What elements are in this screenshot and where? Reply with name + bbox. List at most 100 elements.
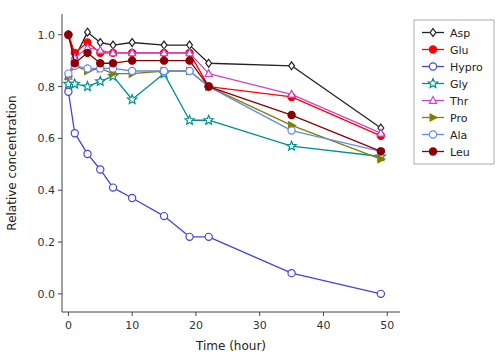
legend-item: Ala: [422, 129, 467, 142]
data-point: [377, 148, 384, 155]
x-tick: [387, 312, 388, 316]
data-point: [129, 49, 136, 56]
data-point: [71, 130, 78, 137]
legend-label: Leu: [450, 146, 470, 159]
y-tick-label: 0.2: [38, 236, 56, 249]
data-point: [288, 127, 295, 134]
x-axis-label: Time (hour): [195, 339, 266, 353]
data-point: [205, 70, 212, 77]
y-tick-label: 0.4: [38, 184, 56, 197]
data-point: [129, 39, 135, 47]
legend-item: Asp: [422, 27, 470, 40]
legend-label: Ala: [450, 129, 467, 142]
data-point: [109, 184, 116, 191]
legend-marker: [429, 131, 436, 138]
legend-marker: [429, 63, 436, 70]
y-tick: [58, 293, 62, 294]
legend-item: Hypro: [422, 61, 483, 74]
y-tick-label: 0.8: [38, 81, 56, 94]
data-point: [185, 115, 194, 124]
legend-item: Glu: [422, 44, 469, 57]
legend-box: [414, 20, 494, 164]
data-point: [288, 90, 295, 97]
data-point: [160, 49, 167, 56]
legend-marker: [430, 114, 437, 121]
series-line: [68, 32, 380, 128]
data-point: [97, 166, 104, 173]
data-point: [288, 270, 295, 277]
legend-label: Gly: [450, 78, 469, 91]
data-point: [186, 67, 193, 74]
x-tick: [68, 312, 69, 316]
x-tick: [195, 312, 196, 316]
data-point: [186, 57, 193, 64]
y-tick: [58, 190, 62, 191]
y-tick-label: 0.0: [38, 288, 56, 301]
legend-marker: [428, 79, 437, 88]
data-point: [129, 57, 136, 64]
data-point: [206, 83, 213, 90]
data-point: [205, 83, 212, 90]
series-line: [68, 92, 380, 294]
data-point: [129, 194, 136, 201]
data-point: [85, 28, 91, 36]
data-point: [287, 141, 296, 150]
y-tick: [58, 138, 62, 139]
legend-label: Pro: [450, 112, 468, 125]
data-point: [128, 95, 137, 104]
data-point: [289, 62, 295, 70]
legend-item: Gly: [422, 78, 469, 91]
series-line: [68, 74, 380, 157]
legend-marker: [429, 148, 436, 155]
series-line: [68, 66, 380, 152]
data-point: [65, 88, 72, 95]
data-point: [109, 49, 116, 56]
data-point: [187, 67, 194, 74]
data-point: [65, 31, 72, 38]
series-line: [68, 35, 380, 152]
data-point: [109, 60, 116, 67]
data-point: [65, 70, 72, 77]
data-point: [204, 115, 213, 124]
y-tick-label: 1.0: [38, 29, 56, 42]
legend: Asp Glu Hypro Gly Thr Pro Ala Leu: [414, 20, 494, 164]
data-point: [84, 65, 91, 72]
data-point: [160, 57, 167, 64]
data-point: [109, 49, 116, 56]
x-tick-label: 10: [125, 319, 139, 332]
data-point: [97, 46, 104, 53]
y-tick: [58, 242, 62, 243]
data-point: [288, 111, 295, 118]
data-point: [377, 290, 384, 297]
x-tick-label: 20: [189, 319, 203, 332]
plot-area: [64, 28, 386, 297]
series-line: [68, 35, 380, 136]
legend-item: Thr: [422, 95, 469, 108]
legend-label: Asp: [450, 27, 470, 40]
legend-label: Hypro: [450, 61, 483, 74]
data-point: [186, 233, 193, 240]
data-point: [70, 79, 79, 88]
x-axis-line: [62, 312, 400, 313]
legend-item: Leu: [422, 146, 470, 159]
data-point: [377, 148, 384, 155]
chart: 010203040500.00.20.40.60.81.0Time (hour)…: [0, 0, 500, 360]
x-tick: [323, 312, 324, 316]
data-point: [129, 49, 136, 56]
y-axis-line: [62, 14, 63, 312]
x-tick: [132, 312, 133, 316]
data-point: [206, 59, 212, 67]
series-line: [68, 66, 380, 159]
data-point: [205, 83, 212, 90]
data-point: [186, 49, 193, 56]
data-point: [71, 60, 78, 67]
data-point: [378, 156, 385, 163]
x-tick-label: 0: [65, 319, 72, 332]
data-point: [84, 150, 91, 157]
data-point: [160, 213, 167, 220]
y-tick: [58, 34, 62, 35]
y-tick-label: 0.6: [38, 132, 56, 145]
legend-marker: [429, 46, 436, 53]
data-point: [205, 83, 212, 90]
data-point: [377, 129, 384, 136]
